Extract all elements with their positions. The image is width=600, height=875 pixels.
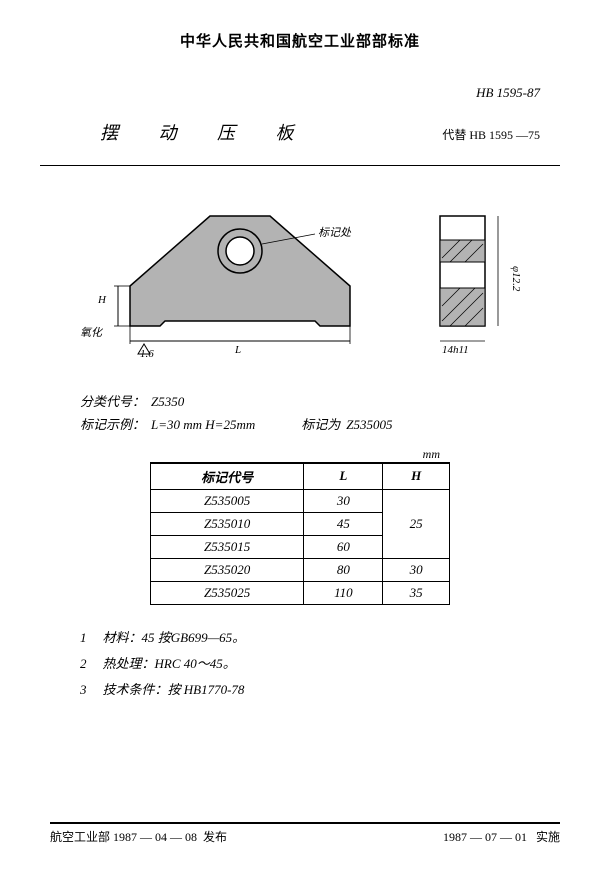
oxidize-label: 氧化 (80, 324, 102, 340)
example-value: L=30 mm H=25mm (151, 413, 255, 436)
spec-label: 热处理： (103, 656, 155, 671)
replaces-number: HB 1595 —75 (469, 128, 540, 142)
spec-list: 1 材料：45 按GB699—65。 2 热处理：HRC 40～45。 3 技术… (80, 625, 560, 703)
table-row: Z53502511035 (151, 581, 450, 604)
table-header-row: 标记代号 L H (151, 463, 450, 489)
th-l: L (304, 463, 383, 489)
spec-value: 按 HB1770-78 (168, 682, 245, 697)
cell-l: 30 (304, 489, 383, 512)
footer-right-date: 1987 — 07 — 01 (443, 830, 527, 844)
spec-row: 1 材料：45 按GB699—65。 (80, 625, 560, 651)
spec-num: 3 (80, 677, 87, 703)
cell-l: 80 (304, 558, 383, 581)
document-title: 摆 动 压 板 (100, 119, 442, 145)
spec-label: 材料： (103, 630, 142, 645)
cell-code: Z535005 (151, 489, 304, 512)
table-row: Z5350208030 (151, 558, 450, 581)
cell-h: 35 (383, 581, 450, 604)
spec-row: 3 技术条件：按 HB1770-78 (80, 677, 560, 703)
cell-l: 45 (304, 512, 383, 535)
tolerance-label: 1.6 (140, 348, 154, 360)
footer: 航空工业部 1987 — 04 — 08 发布 1987 — 07 — 01 实… (50, 822, 560, 845)
spec-row: 2 热处理：HRC 40～45。 (80, 651, 560, 677)
example-label: 标记示例： (80, 413, 145, 436)
dimension-table-wrap: mm 标记代号 L H Z5350053025Z53501045Z5350156… (150, 447, 450, 605)
cell-code: Z535010 (151, 512, 304, 535)
spec-num: 2 (80, 651, 87, 677)
footer-left-date: 1987 — 04 — 08 (113, 830, 197, 844)
cell-h: 25 (383, 489, 450, 558)
table-row: Z5350053025 (151, 489, 450, 512)
cell-l: 60 (304, 535, 383, 558)
standard-number: HB 1595-87 (40, 85, 560, 101)
th-h: H (383, 463, 450, 489)
dim-h-label: H (98, 294, 106, 306)
example-mark-label: 标记为 (301, 413, 340, 436)
footer-right-action: 实施 (536, 830, 560, 844)
th-code: 标记代号 (151, 463, 304, 489)
side-dia-label: φ12.2 (510, 266, 522, 291)
dim-l-label: L (235, 344, 241, 356)
footer-org: 航空工业部 (50, 830, 110, 844)
class-value: Z5350 (151, 390, 184, 413)
footer-left-action: 发布 (203, 830, 227, 844)
spec-value: HRC 40～45。 (155, 656, 236, 671)
cell-l: 110 (304, 581, 383, 604)
replaces-block: 代替 HB 1595 —75 (442, 126, 560, 143)
side-width-label: 14h11 (442, 344, 469, 356)
example-mark-value: Z535005 (346, 413, 392, 436)
dimension-table: 标记代号 L H Z5350053025Z53501045Z53501560Z5… (150, 463, 450, 605)
cell-code: Z535015 (151, 535, 304, 558)
notes-block: 分类代号： Z5350 标记示例： L=30 mm H=25mm 标记为 Z53… (80, 390, 560, 437)
replaces-label: 代替 (442, 128, 466, 142)
org-title: 中华人民共和国航空工业部部标准 (40, 30, 560, 51)
engineering-drawing: H L 氧化 1.6 标记处 φ12.2 14h11 (80, 196, 560, 376)
header-block: HB 1595-87 摆 动 压 板 代替 HB 1595 —75 (40, 71, 560, 166)
callout-label: 标记处 (318, 224, 351, 240)
cell-h: 30 (383, 558, 450, 581)
spec-label: 技术条件： (103, 682, 168, 697)
spec-num: 1 (80, 625, 87, 651)
cell-code: Z535025 (151, 581, 304, 604)
unit-label: mm (150, 447, 450, 463)
cell-code: Z535020 (151, 558, 304, 581)
class-label: 分类代号： (80, 390, 145, 413)
spec-value: 45 按GB699—65。 (142, 630, 246, 645)
